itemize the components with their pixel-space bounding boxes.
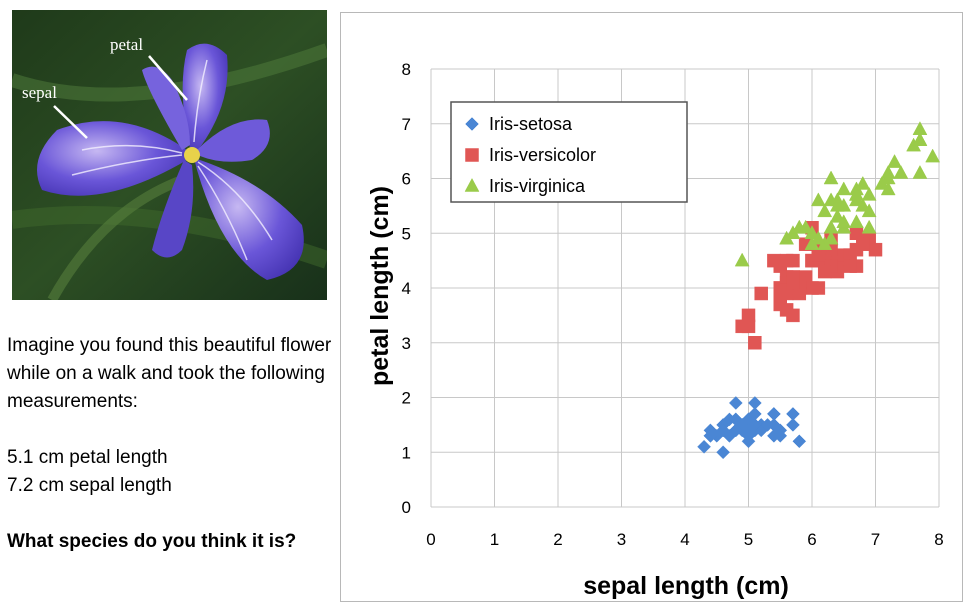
x-tick-label: 5 — [744, 530, 753, 549]
x-tick-label: 2 — [553, 530, 562, 549]
chart-ticks: 0 1 2 3 4 5 6 7 8 0 1 2 3 4 5 6 7 8 — [402, 60, 944, 549]
x-tick-label: 7 — [871, 530, 880, 549]
data-point — [811, 248, 826, 262]
series-iris-versicolor — [735, 221, 883, 350]
data-point — [792, 434, 807, 449]
x-tick-label: 3 — [617, 530, 626, 549]
data-point — [823, 219, 839, 234]
data-point — [754, 286, 768, 301]
data-point — [804, 236, 820, 250]
y-tick-label: 4 — [402, 279, 411, 298]
data-point — [748, 336, 762, 350]
y-tick-label: 6 — [402, 170, 411, 189]
data-point — [893, 164, 909, 179]
data-point — [829, 208, 845, 223]
data-point — [716, 445, 730, 460]
iris-flower-photo: petal sepal — [12, 10, 327, 300]
data-point — [861, 219, 877, 234]
x-axis-title: sepal length (cm) — [583, 572, 789, 600]
y-tick-label: 8 — [402, 60, 411, 79]
y-tick-label: 3 — [402, 334, 411, 353]
data-point — [861, 203, 877, 218]
legend-label: Iris-virginica — [489, 176, 586, 196]
data-point — [823, 170, 839, 185]
measurement-sepal: 7.2 cm sepal length — [7, 475, 172, 496]
data-point — [829, 197, 845, 212]
data-point — [786, 407, 800, 421]
data-point — [823, 230, 839, 245]
measurement-petal: 5.1 cm petal length — [7, 447, 168, 468]
data-point — [912, 164, 928, 179]
data-point — [734, 252, 750, 267]
data-point — [741, 423, 756, 438]
data-point — [773, 428, 788, 443]
series-iris-virginica — [734, 121, 941, 267]
data-point — [912, 132, 928, 146]
x-tick-label: 6 — [807, 530, 816, 549]
question-prompt: What species do you think it is? — [7, 531, 297, 552]
data-point — [849, 186, 864, 201]
data-point — [786, 418, 800, 432]
y-tick-label: 2 — [402, 389, 411, 408]
chart-legend: Iris-setosa Iris-versicolor Iris-virginica — [450, 101, 688, 203]
y-tick-label: 1 — [402, 443, 411, 462]
data-point — [760, 418, 775, 432]
data-point — [810, 230, 826, 245]
petal-label: petal — [110, 35, 143, 54]
x-tick-label: 8 — [934, 530, 943, 549]
data-point — [703, 428, 718, 443]
legend-label: Iris-setosa — [489, 114, 573, 134]
chart-svg: 0 1 2 3 4 5 6 7 8 0 1 2 3 4 5 6 7 8 sepal length (cm) pet… — [366, 60, 944, 600]
data-point — [887, 154, 902, 168]
data-point — [786, 275, 800, 290]
chart-grid — [430, 68, 940, 508]
data-point — [817, 264, 832, 279]
data-point — [747, 396, 762, 410]
data-point — [786, 308, 800, 323]
data-point — [861, 186, 877, 201]
sepal-label: sepal — [22, 83, 57, 102]
legend-marker-triangle — [464, 177, 480, 192]
data-point — [810, 192, 826, 207]
legend-label: Iris-versicolor — [489, 145, 596, 165]
data-point — [836, 181, 852, 196]
y-tick-label: 0 — [402, 498, 411, 517]
series-iris-setosa — [697, 396, 807, 460]
chart-points — [697, 121, 941, 460]
data-point — [855, 175, 871, 190]
data-point — [836, 214, 852, 229]
data-point — [798, 219, 814, 234]
data-point — [773, 297, 787, 312]
data-point — [728, 396, 743, 410]
y-tick-label: 5 — [402, 224, 411, 243]
y-tick-label: 7 — [402, 115, 411, 134]
data-point — [849, 226, 864, 240]
data-point — [767, 407, 781, 421]
legend-box — [450, 101, 688, 203]
data-point — [843, 259, 857, 273]
data-point — [811, 281, 826, 295]
data-point — [849, 242, 864, 257]
x-tick-label: 1 — [490, 530, 499, 549]
data-point — [817, 203, 833, 218]
legend-marker-square — [465, 148, 479, 162]
iris-flower-illustration: petal sepal — [12, 10, 327, 300]
y-axis-title: petal length (cm) — [366, 186, 394, 386]
data-point — [697, 439, 711, 454]
scatter-chart: 0 1 2 3 4 5 6 7 8 0 1 2 3 4 5 6 7 8 sepal length (cm) pet… — [340, 12, 963, 602]
question-panel: Imagine you found this beautiful flower … — [7, 332, 332, 556]
x-tick-label: 4 — [680, 530, 689, 549]
data-point — [779, 230, 795, 245]
data-point — [849, 214, 864, 229]
data-point — [880, 181, 896, 196]
legend-marker-diamond — [465, 117, 479, 131]
data-point — [925, 148, 941, 163]
data-point — [728, 423, 743, 438]
question-intro: Imagine you found this beautiful flower … — [7, 335, 332, 412]
data-point — [741, 319, 756, 334]
x-tick-label: 0 — [426, 530, 435, 549]
